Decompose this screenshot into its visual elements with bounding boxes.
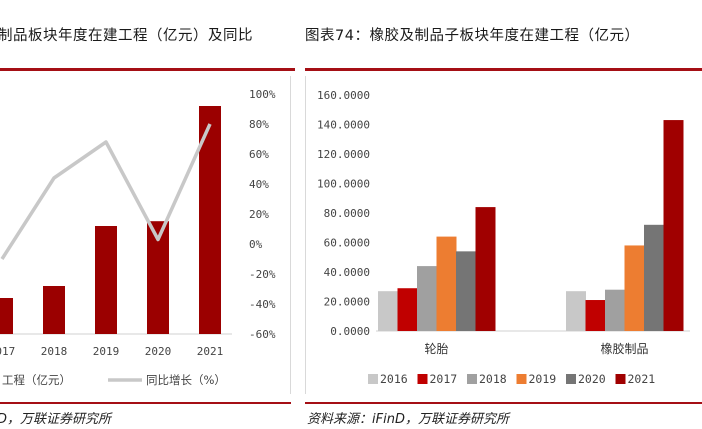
left-bar-2018 [43, 286, 65, 334]
right-bar-2021-0 [475, 207, 496, 331]
left-x-tick-2020: 2020 [145, 345, 172, 358]
left-x-tick-2021: 2021 [197, 345, 224, 358]
right-bar-2020-1 [644, 224, 664, 331]
right-legend-swatch-2018 [467, 374, 477, 384]
right-y-tick: 60.0000 [324, 237, 370, 250]
right-y-tick: 20.0000 [324, 296, 370, 309]
left-y2-tick: 20% [249, 208, 269, 221]
right-y-tick: 40.0000 [324, 266, 370, 279]
left-y2-tick: 40% [249, 178, 269, 191]
left-yoy-line [0, 123, 212, 260]
right-bar-2019-0 [436, 236, 457, 331]
right-legend-label-2020: 2020 [578, 372, 606, 386]
right-y-tick: 80.0000 [324, 207, 370, 220]
left-y2-tick: -60% [249, 328, 276, 341]
right-title-divider [305, 68, 702, 71]
left-bottom-divider [0, 402, 291, 404]
right-legend-label-2017: 2017 [430, 372, 458, 386]
right-chart-title: 图表74：橡胶及制品子板块年度在建工程（亿元） [305, 28, 640, 44]
left-x-tick-2018: 2018 [41, 345, 68, 358]
right-legend-label-2019: 2019 [529, 372, 557, 386]
right-y-tick: 120.0000 [317, 148, 370, 161]
left-bar-2020 [147, 221, 169, 334]
left-bar-2021 [199, 106, 221, 334]
right-bar-2016-0 [378, 291, 398, 331]
right-bar-2018-0 [417, 266, 437, 331]
right-bar-2017-1 [585, 300, 606, 331]
right-legend-swatch-2021 [615, 374, 626, 384]
left-x-tick-2017: 2017 [0, 345, 15, 358]
right-y-tick: 140.0000 [317, 119, 370, 132]
right-chart-frame [305, 76, 702, 394]
right-source-note: 资料来源：iFinD，万联证券研究所 [307, 412, 509, 427]
right-bar-2018-1 [605, 289, 625, 331]
left-y2-tick: 0% [249, 238, 263, 251]
left-y2-tick: 80% [249, 118, 269, 131]
right-x-tick-0: 轮胎 [424, 342, 448, 356]
right-bar-2016-1 [566, 291, 586, 331]
right-x-tick-1: 橡胶制品 [600, 341, 648, 356]
right-legend-label-2021: 2021 [628, 372, 656, 386]
right-legend-swatch-2017 [417, 374, 428, 384]
left-bar-2019 [95, 226, 117, 334]
left-chart-title: 制品板块年度在建工程（亿元）及同比 [0, 28, 253, 44]
left-source-note: D，万联证券研究所 [0, 412, 112, 427]
right-legend-swatch-2016 [368, 374, 378, 384]
left-legend-line-label: 同比增长（%） [146, 373, 226, 387]
left-chart-frame [0, 76, 291, 394]
right-legend-swatch-2020 [566, 374, 576, 384]
right-bar-2017-0 [397, 288, 418, 331]
left-title-divider [0, 68, 295, 71]
right-bar-2019-1 [624, 245, 645, 331]
left-x-tick-2019: 2019 [93, 345, 120, 358]
left-y2-tick: -40% [249, 298, 276, 311]
left-y2-tick: -20% [249, 268, 276, 281]
right-y-tick: 160.0000 [317, 89, 370, 102]
right-bar-2020-0 [456, 251, 476, 331]
right-legend-label-2016: 2016 [380, 372, 408, 386]
right-y-tick: 0.0000 [330, 325, 370, 338]
left-y2-tick: 100% [249, 88, 276, 101]
left-y2-tick: 60% [249, 148, 269, 161]
right-y-tick: 100.0000 [317, 178, 370, 191]
right-bar-2021-1 [663, 120, 684, 331]
right-bottom-divider [305, 402, 702, 404]
right-legend-swatch-2019 [516, 374, 527, 384]
left-legend-bar-label: 工程（亿元） [2, 373, 71, 387]
right-legend-label-2018: 2018 [479, 372, 507, 386]
left-bar-2017 [0, 298, 13, 334]
